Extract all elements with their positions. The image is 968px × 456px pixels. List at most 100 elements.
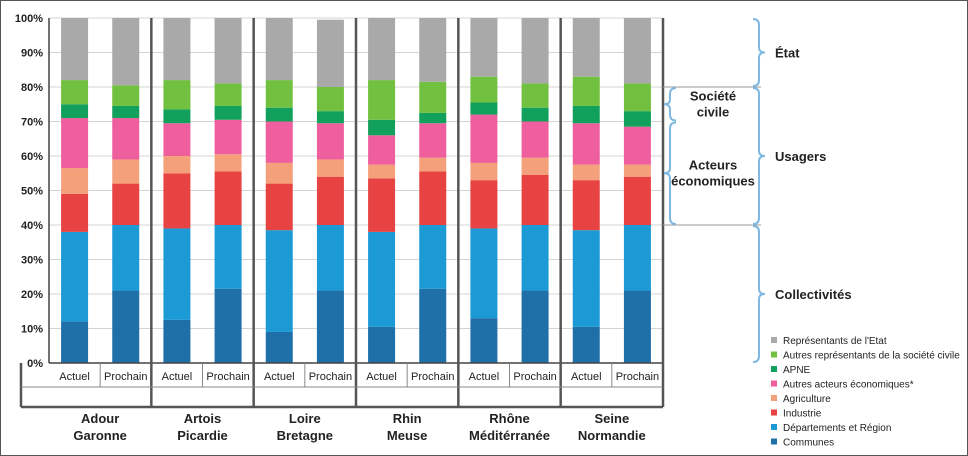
legend-swatch [771,438,777,445]
bar-segment-d-partements-et-r-gion [521,225,549,291]
bar-segment-apne [265,107,293,122]
bar-segment-autres-repr-sentants-de-la-soci-t-civile [368,80,396,120]
bar-segment-industrie [163,173,191,229]
bar-segment-industrie [521,174,549,225]
bar-segment-repr-sentants-de-l-etat [163,18,191,81]
bar-segment-autres-repr-sentants-de-la-soci-t-civile [163,80,191,110]
bar-segment-apne [521,107,549,122]
legend-label: APNE [783,365,811,376]
bracket-label: Usagers [775,149,826,164]
legend-label: Départements et Région [783,423,891,434]
y-tick-label: 30% [21,255,43,267]
legend-swatch [771,380,777,387]
bar-segment-autres-repr-sentants-de-la-soci-t-civile [265,80,293,108]
bracket-label: Collectivités [775,287,852,302]
y-tick-label: 90% [21,48,43,60]
bar-segment-communes [368,326,396,363]
group-label-line2: Garonne [73,428,126,443]
bar-segment-autres-acteurs-conomiques [470,114,498,163]
legend-swatch [771,409,777,416]
bar-segment-industrie [112,183,140,225]
x-tick-label: Prochain [616,371,659,383]
bar-segment-autres-acteurs-conomiques [521,121,549,158]
bar-segment-industrie [572,180,600,231]
bar-segment-autres-repr-sentants-de-la-soci-t-civile [623,83,651,112]
bar-segment-repr-sentants-de-l-etat [623,18,651,84]
bar-segment-autres-repr-sentants-de-la-soci-t-civile [214,83,242,106]
group-label-line1: Seine [594,411,629,426]
y-tick-label: 100% [15,13,43,25]
legend-swatch [771,351,777,358]
bar-segment-autres-acteurs-conomiques [61,118,89,169]
bar-segment-repr-sentants-de-l-etat [214,18,242,84]
bar-segment-industrie [368,178,396,232]
legend-label: Communes [783,438,834,449]
legend-swatch [771,424,777,430]
legend-label: Industrie [783,409,822,420]
y-tick-label: 60% [21,151,43,163]
bar-segment-autres-acteurs-conomiques [112,118,140,160]
x-tick-label: Actuel [571,371,602,383]
group-label-line2: Méditérranée [469,428,550,443]
bar-segment-agriculture [265,162,293,184]
bar-segment-autres-repr-sentants-de-la-soci-t-civile [419,81,447,113]
bar-segment-industrie [214,171,242,225]
group-label-line1: Rhône [489,411,529,426]
bar-segment-apne [572,105,600,124]
bar-segment-apne [61,104,89,119]
bar-segment-communes [572,326,600,363]
bar-segment-d-partements-et-r-gion [61,231,89,322]
x-tick-label: Actuel [59,371,90,383]
x-tick-label: Prochain [411,371,454,383]
bar-segment-communes [470,318,498,363]
y-tick-label: 80% [21,82,43,94]
bar-segment-apne [316,111,344,124]
bar-segment-repr-sentants-de-l-etat [419,18,447,82]
bar-segment-communes [163,319,191,363]
x-tick-label: Actuel [264,371,295,383]
bar-segment-communes [214,288,242,363]
x-tick-label: Prochain [513,371,556,383]
bar-segment-d-partements-et-r-gion [265,230,293,332]
inner-bracket [663,121,677,225]
x-tick-label: Actuel [162,371,193,383]
x-tick-label: Actuel [366,371,397,383]
bar-segment-industrie [470,180,498,229]
bar-segment-repr-sentants-de-l-etat [265,18,293,81]
bar-segment-agriculture [61,168,89,194]
bar-segment-d-partements-et-r-gion [419,225,447,289]
bar-segment-d-partements-et-r-gion [572,230,600,327]
bar-segment-autres-acteurs-conomiques [368,135,396,165]
bar-segment-autres-repr-sentants-de-la-soci-t-civile [316,87,344,112]
bar-segment-communes [521,290,549,363]
bar-segment-communes [419,288,447,363]
legend-swatch [771,366,777,372]
bracket-label-line: Société [690,88,736,103]
bar-segment-agriculture [112,159,140,184]
bar-segment-industrie [623,176,651,225]
bar-segment-apne [419,112,447,124]
bar-segment-repr-sentants-de-l-etat [470,18,498,77]
bar-segment-autres-acteurs-conomiques [316,123,344,160]
bar-segment-d-partements-et-r-gion [623,225,651,291]
group-label-line1: Adour [81,411,119,426]
bar-segment-d-partements-et-r-gion [112,225,140,291]
bar-segment-repr-sentants-de-l-etat [572,18,600,77]
bar-segment-autres-acteurs-conomiques [163,123,191,156]
bar-segment-communes [265,331,293,363]
bar-segment-repr-sentants-de-l-etat [61,18,89,81]
bar-segment-apne [368,119,396,136]
group-label-line1: Rhin [393,411,422,426]
bar-segment-repr-sentants-de-l-etat [521,18,549,84]
bar-segment-autres-repr-sentants-de-la-soci-t-civile [470,76,498,103]
x-tick-label: Prochain [309,371,352,383]
x-tick-label: Prochain [206,371,249,383]
bar-segment-industrie [61,193,89,232]
bar-segment-agriculture [163,156,191,174]
bar-segment-apne [214,105,242,120]
legend-label: Représentants de l'Etat [783,336,887,347]
outer-bracket [752,18,766,87]
inner-bracket [663,87,677,122]
bracket-label: État [775,46,800,61]
